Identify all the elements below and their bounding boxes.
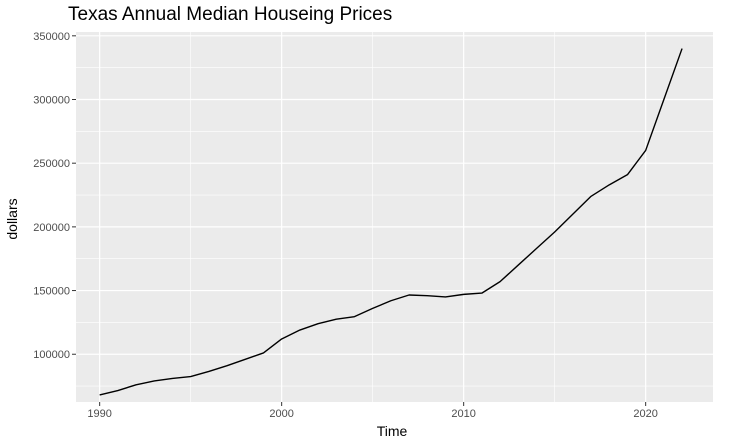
x-tick-label: 2010 — [451, 408, 475, 420]
chart-title: Texas Annual Median Houseing Prices — [68, 4, 393, 25]
y-tick-label: 100000 — [33, 349, 70, 361]
y-tick-label: 250000 — [33, 158, 70, 170]
series-line — [99, 48, 683, 396]
x-tick-label: 2000 — [269, 408, 293, 420]
plot-panel — [76, 32, 713, 402]
major-gridlines — [76, 32, 713, 402]
x-tick-label: 1990 — [87, 408, 111, 420]
y-axis-ticks: 100000 150000 200000 250000 300000 350000 — [33, 31, 76, 361]
y-tick-label: 200000 — [33, 222, 70, 234]
x-axis-title: Time — [377, 423, 408, 439]
minor-gridlines — [76, 32, 713, 402]
y-tick-label: 300000 — [33, 95, 70, 107]
y-axis-title: dollars — [4, 198, 20, 239]
y-tick-label: 350000 — [33, 31, 70, 43]
x-tick-label: 2020 — [633, 408, 657, 420]
series-layer — [99, 48, 683, 396]
y-tick-label: 150000 — [33, 286, 70, 298]
x-axis-ticks: 1990 2000 2010 2020 — [87, 402, 658, 420]
